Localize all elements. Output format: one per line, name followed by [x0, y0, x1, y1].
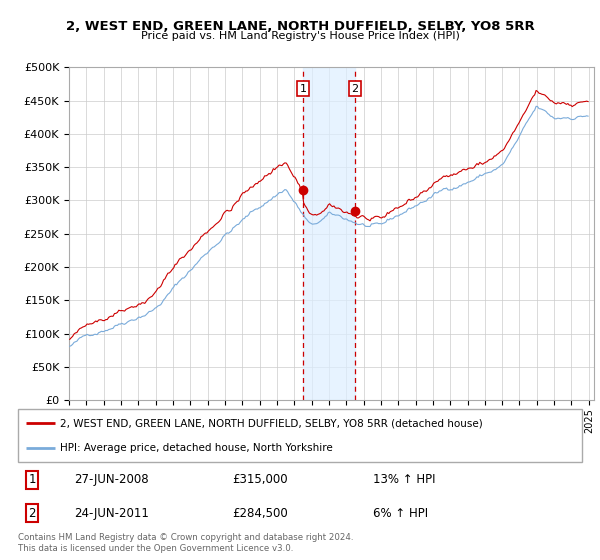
Text: Contains HM Land Registry data © Crown copyright and database right 2024.
This d: Contains HM Land Registry data © Crown c… — [18, 533, 353, 553]
Text: HPI: Average price, detached house, North Yorkshire: HPI: Average price, detached house, Nort… — [60, 442, 333, 452]
Bar — [303, 67, 355, 400]
Text: £284,500: £284,500 — [232, 507, 288, 520]
Text: 1: 1 — [28, 473, 36, 486]
Text: Price paid vs. HM Land Registry's House Price Index (HPI): Price paid vs. HM Land Registry's House … — [140, 31, 460, 41]
Text: 2, WEST END, GREEN LANE, NORTH DUFFIELD, SELBY, YO8 5RR: 2, WEST END, GREEN LANE, NORTH DUFFIELD,… — [65, 20, 535, 32]
Text: 24-JUN-2011: 24-JUN-2011 — [74, 507, 149, 520]
Text: 2: 2 — [28, 507, 36, 520]
Text: 13% ↑ HPI: 13% ↑ HPI — [373, 473, 436, 486]
Text: 27-JUN-2008: 27-JUN-2008 — [74, 473, 149, 486]
Text: £315,000: £315,000 — [232, 473, 288, 486]
Text: 2: 2 — [352, 84, 358, 94]
Text: 1: 1 — [299, 84, 307, 94]
Text: 6% ↑ HPI: 6% ↑ HPI — [373, 507, 428, 520]
Text: 2, WEST END, GREEN LANE, NORTH DUFFIELD, SELBY, YO8 5RR (detached house): 2, WEST END, GREEN LANE, NORTH DUFFIELD,… — [60, 418, 483, 428]
